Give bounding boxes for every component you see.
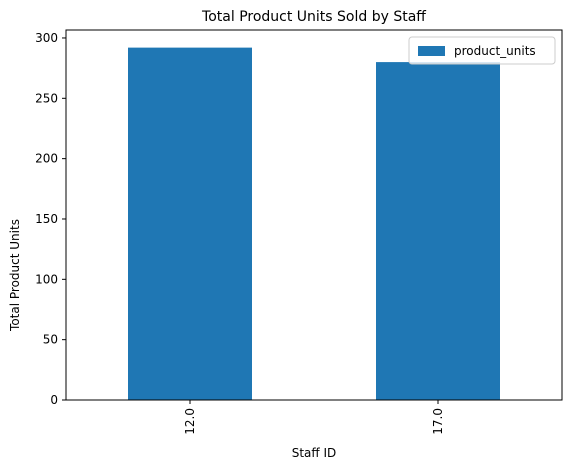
x-tick-label-0: 12.0 [183, 408, 197, 435]
y-tick-label-2: 100 [35, 272, 58, 286]
legend-swatch [418, 46, 445, 56]
y-tick-label-0: 0 [50, 393, 58, 407]
legend: product_units [408, 36, 556, 65]
plot-area: 0 50 100 150 200 250 300 12.0 17.0 [35, 29, 563, 435]
y-tick-label-1: 50 [43, 333, 58, 347]
y-tick-label-5: 250 [35, 91, 58, 105]
legend-box [408, 36, 556, 65]
x-tick-label-1: 17.0 [431, 408, 445, 435]
y-axis-label: Total Product Units [8, 219, 22, 332]
bar-0 [128, 47, 252, 401]
y-tick-label-4: 200 [35, 152, 58, 166]
chart-title: Total Product Units Sold by Staff [201, 9, 426, 25]
y-tick-label-6: 300 [35, 31, 58, 45]
legend-label: product_units [454, 44, 536, 58]
axes-frame [65, 29, 563, 401]
x-axis-label: Staff ID [292, 446, 337, 460]
bar-1 [376, 62, 500, 400]
y-tick-label-3: 150 [35, 212, 58, 226]
